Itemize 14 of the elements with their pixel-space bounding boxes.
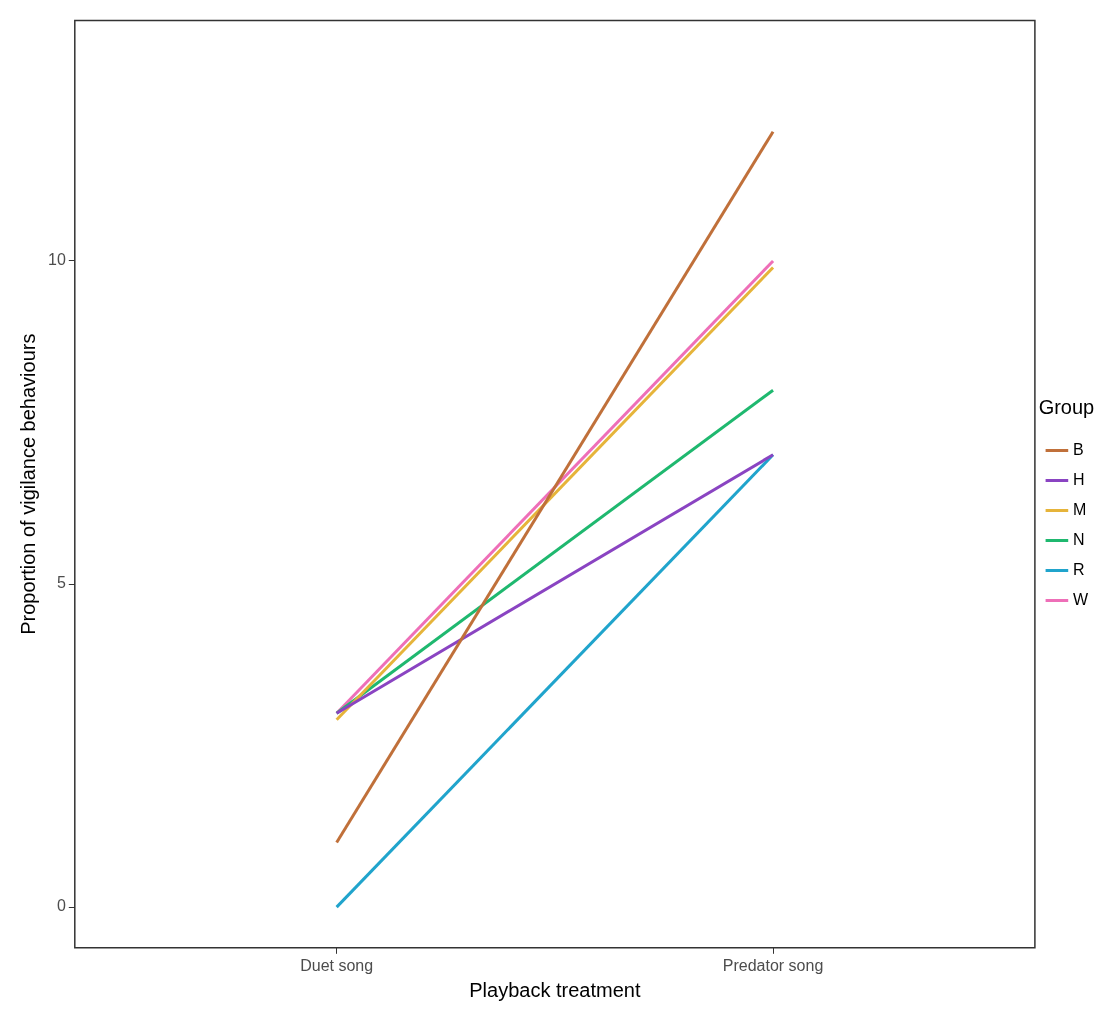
x-axis-title: Playback treatment	[469, 978, 641, 1001]
legend-label: N	[1072, 530, 1085, 548]
legend-label: R	[1072, 560, 1085, 578]
x-tick-label: Predator song	[722, 956, 824, 974]
x-tick-label: Duet song	[300, 956, 374, 974]
legend-title: Group	[1038, 396, 1095, 419]
y-axis-title: Proportion of vigilance behaviours	[16, 333, 39, 635]
legend-label: B	[1072, 440, 1084, 458]
legend-label: M	[1072, 500, 1087, 518]
y-tick-label: 5	[56, 574, 66, 592]
legend-label: W	[1072, 590, 1089, 608]
y-tick-label: 0	[56, 897, 66, 915]
legend-label: H	[1072, 470, 1085, 488]
y-tick-label: 10	[48, 251, 66, 269]
